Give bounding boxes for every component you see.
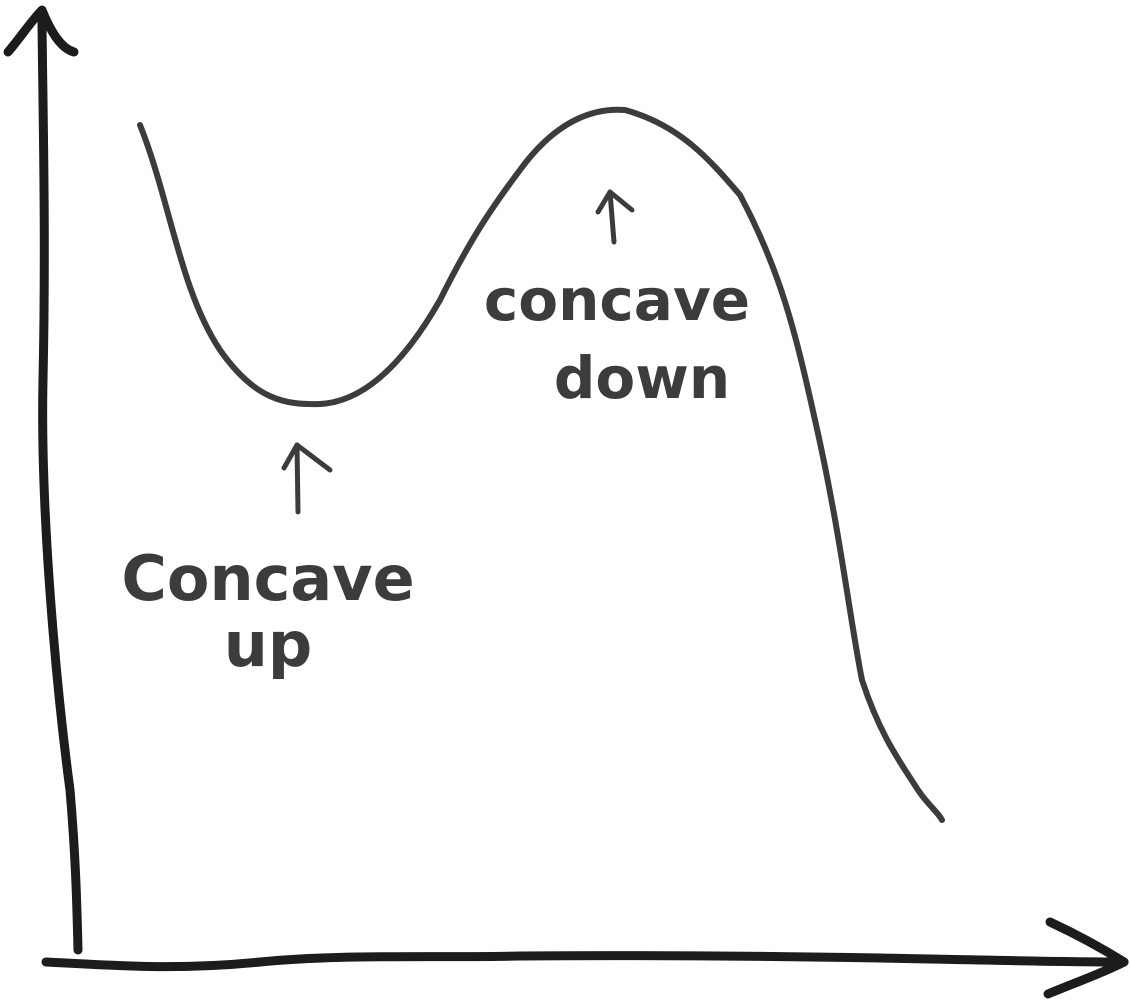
concave-down-arrowhead [595,189,635,215]
y-axis-arrowhead [3,5,79,57]
concave-up-arrow-shaft [294,442,301,515]
concave-down-label: concave down [484,266,750,412]
concave-up-pointer [281,442,333,515]
concave-up-label: Concave up [121,542,414,681]
concave-down-label-line1: concave [484,266,750,334]
x-axis-line [41,951,1129,972]
concave-down-pointer [595,189,635,245]
concave-up-label-line2: up [224,608,313,681]
concave-down-label-line2: down [554,344,730,412]
concave-down-arrow-shaft [607,189,617,245]
y-axis [3,5,83,955]
concave-up-label-line1: Concave [121,542,414,615]
y-axis-line [37,17,83,955]
function-curve [137,106,945,823]
x-axis-arrowhead [1043,917,1129,999]
concave-up-arrowhead [281,442,333,473]
x-axis [41,917,1129,999]
